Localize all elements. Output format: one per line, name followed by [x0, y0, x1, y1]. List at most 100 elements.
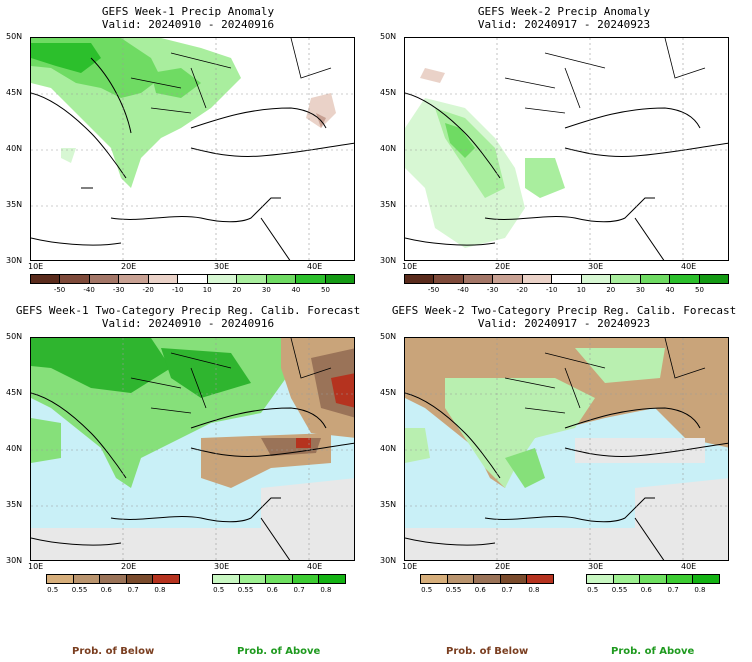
colorbar-tick-label: 0.6	[266, 586, 278, 594]
colorbar-swatch	[405, 275, 435, 283]
panel4-map-svg	[405, 338, 728, 560]
colorbar-tick-label: -50	[427, 286, 440, 294]
colorbar-tick-label: 0.5	[47, 586, 59, 594]
lon-label: 30E	[588, 262, 604, 271]
lat-label: 45N	[380, 388, 397, 397]
colorbar-swatch	[474, 575, 501, 583]
lon-label: 10E	[28, 562, 44, 571]
colorbar-swatch	[266, 575, 293, 583]
colorbar-swatch	[613, 575, 641, 583]
lat-label: 40N	[380, 144, 397, 153]
colorbar-swatch	[239, 575, 267, 583]
lon-label: 40E	[681, 262, 697, 271]
panel1-map	[30, 37, 355, 261]
colorbar-swatch	[611, 275, 641, 283]
colorbar-tick-label: 0.7	[667, 586, 679, 594]
colorbar-tick-label: 0.6	[100, 586, 112, 594]
panel2-title: GEFS Week-2 Precip Anomaly	[477, 5, 651, 18]
colorbar-tick-label: 0.5	[213, 586, 225, 594]
colorbar-tick-label: 0.6	[640, 586, 652, 594]
colorbar-swatch	[693, 575, 719, 583]
colorbar-tick-label: 30	[261, 286, 271, 294]
colorbar-tick-label: 20	[606, 286, 616, 294]
colorbar-tick-label: 0.55	[237, 586, 254, 594]
colorbar-tick-label: 30	[635, 286, 645, 294]
lat-label: 40N	[6, 444, 23, 453]
lat-label: 30N	[380, 556, 397, 565]
legend-above-1: Prob. of Above	[237, 646, 321, 657]
lon-label: 40E	[681, 562, 697, 571]
lon-label: 20E	[495, 262, 511, 271]
colorbar-swatch	[581, 275, 612, 283]
lat-label: 30N	[6, 256, 23, 265]
lat-label: 50N	[6, 332, 23, 341]
panel4-valid: Valid: 20240917 - 20240923	[477, 317, 651, 330]
lon-label: 10E	[402, 562, 418, 571]
legend-below-2: Prob. of Below	[446, 646, 529, 657]
colorbar-swatch	[319, 575, 345, 583]
lat-label: 35N	[380, 200, 397, 209]
panel1-map-svg	[31, 38, 354, 260]
colorbar-swatch	[493, 275, 523, 283]
colorbar-swatch	[100, 575, 127, 583]
panel3-map-svg	[31, 338, 354, 560]
lon-label: 40E	[307, 562, 323, 571]
colorbar-swatch	[60, 275, 90, 283]
colorbar-tick-label: -10	[172, 286, 184, 294]
legend-above-2: Prob. of Above	[611, 646, 695, 657]
panel4-map	[404, 337, 729, 561]
colorbar-swatch	[325, 275, 354, 283]
panel2-map	[404, 37, 729, 261]
lat-label: 40N	[6, 144, 23, 153]
colorbar-tick-label: 50	[320, 286, 330, 294]
colorbar-swatch	[148, 275, 179, 283]
prob-below-colorbar-1	[46, 574, 180, 584]
colorbar-tick-label: -30	[486, 286, 499, 294]
colorbar-swatch	[421, 575, 448, 583]
colorbar-tick-label: 0.55	[611, 586, 628, 594]
lat-label: 45N	[6, 88, 23, 97]
colorbar-swatch	[522, 275, 553, 283]
panel3-title: GEFS Week-1 Two-Category Precip Reg. Cal…	[15, 304, 361, 317]
colorbar-tick-label: 0.55	[71, 586, 88, 594]
lon-label: 20E	[121, 262, 137, 271]
lat-label: 30N	[6, 556, 23, 565]
colorbar-swatch	[207, 275, 238, 283]
colorbar-swatch	[47, 575, 74, 583]
lon-label: 30E	[588, 562, 604, 571]
colorbar-tick-label: 0.8	[320, 586, 332, 594]
colorbar-tick-label: -20	[142, 286, 154, 294]
colorbar-tick-label: -30	[112, 286, 125, 294]
colorbar-tick-label: 10	[576, 286, 586, 294]
lat-label: 35N	[6, 200, 23, 209]
colorbar-tick-label: 0.5	[587, 586, 599, 594]
colorbar-tick-label: 0.5	[421, 586, 433, 594]
colorbar-tick-label: 0.8	[154, 586, 166, 594]
colorbar-tick-label: -20	[516, 286, 528, 294]
lat-label: 50N	[6, 32, 23, 41]
colorbar-swatch	[666, 575, 694, 583]
colorbar-swatch	[119, 275, 149, 283]
anomaly-colorbar-1	[30, 274, 355, 284]
lat-label: 50N	[380, 332, 397, 341]
colorbar-tick-label: -40	[457, 286, 469, 294]
colorbar-swatch	[89, 275, 120, 283]
colorbar-tick-label: 50	[694, 286, 704, 294]
lat-label: 35N	[6, 500, 23, 509]
panel2-valid: Valid: 20240917 - 20240923	[477, 18, 651, 31]
colorbar-swatch	[699, 275, 728, 283]
lon-label: 20E	[121, 562, 137, 571]
colorbar-swatch	[587, 575, 614, 583]
lon-label: 40E	[307, 262, 323, 271]
colorbar-tick-label: -10	[546, 286, 558, 294]
panel3-map	[30, 337, 355, 561]
lat-label: 45N	[380, 88, 397, 97]
colorbar-swatch	[266, 275, 297, 283]
colorbar-tick-label: 0.7	[127, 586, 139, 594]
lat-label: 35N	[380, 500, 397, 509]
colorbar-swatch	[153, 575, 179, 583]
colorbar-swatch	[292, 575, 320, 583]
colorbar-tick-label: -40	[83, 286, 95, 294]
lon-label: 10E	[402, 262, 418, 271]
colorbar-swatch	[178, 275, 208, 283]
